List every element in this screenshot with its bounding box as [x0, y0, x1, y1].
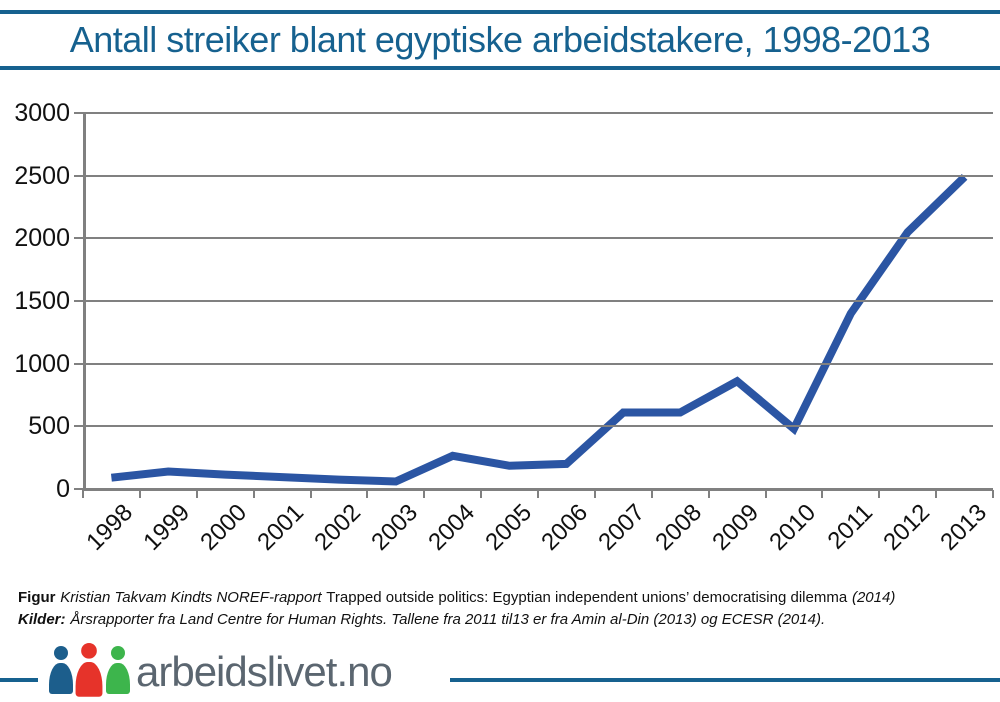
x-tick — [196, 490, 198, 498]
x-tick — [878, 490, 880, 498]
person-body — [75, 662, 103, 697]
gridline-500 — [83, 425, 993, 427]
person-body — [106, 663, 130, 694]
figur-report-title: Trapped outside politics: Egyptian indep… — [326, 589, 848, 606]
y-axis-label-2000: 2000 — [14, 224, 70, 252]
y-axis-label-500: 500 — [28, 412, 70, 440]
person-blue-icon — [48, 646, 74, 696]
x-tick — [310, 490, 312, 498]
y-axis-label-2500: 2500 — [14, 162, 70, 190]
person-body — [49, 663, 73, 694]
x-tick — [537, 490, 539, 498]
gridline-2000 — [83, 237, 993, 239]
kilder-label: Kilder: — [18, 611, 66, 628]
kilder-text: Årsrapporter fra Land Centre for Human R… — [70, 611, 826, 628]
y-tick — [74, 112, 83, 114]
y-tick — [74, 363, 83, 365]
x-tick — [821, 490, 823, 498]
x-tick — [765, 490, 767, 498]
figure-caption: Figur Kristian Takvam Kindts NOREF-rappor… — [18, 587, 988, 631]
gridline-2500 — [83, 175, 993, 177]
footer-logo-bar: arbeidslivet.no — [0, 640, 1000, 702]
caption-line-kilder: Kilder: Årsrapporter fra Land Centre for … — [18, 609, 988, 631]
y-tick — [74, 488, 83, 490]
x-tick — [423, 490, 425, 498]
site-name: arbeidslivet.no — [136, 648, 393, 695]
x-tick — [651, 490, 653, 498]
y-tick — [74, 425, 83, 427]
x-tick — [992, 490, 994, 498]
person-head — [54, 646, 68, 660]
y-axis-label-1500: 1500 — [14, 287, 70, 315]
y-axis-label-1000: 1000 — [14, 350, 70, 378]
x-tick — [366, 490, 368, 498]
person-green-icon — [105, 646, 131, 696]
footer-left-rule — [0, 678, 38, 682]
person-head — [81, 643, 97, 659]
y-tick — [74, 300, 83, 302]
gridline-3000 — [83, 112, 993, 114]
figur-label: Figur — [18, 589, 56, 606]
x-axis — [83, 488, 993, 491]
x-tick — [480, 490, 482, 498]
title-bottom-rule — [0, 66, 1000, 70]
gridline-1000 — [83, 363, 993, 365]
x-tick — [82, 490, 84, 498]
y-axis — [83, 113, 86, 491]
caption-line-figur: Figur Kristian Takvam Kindts NOREF-rappor… — [18, 587, 988, 609]
y-axis-label-3000: 3000 — [14, 99, 70, 127]
three-people-icon — [48, 643, 134, 699]
x-tick — [708, 490, 710, 498]
person-red-icon — [74, 643, 103, 699]
x-tick — [935, 490, 937, 498]
y-axis-label-0: 0 — [56, 475, 70, 503]
title-top-rule — [0, 10, 1000, 14]
x-tick — [139, 490, 141, 498]
line-series-layer — [110, 174, 968, 486]
x-tick — [253, 490, 255, 498]
strikes-series-line — [110, 174, 968, 486]
y-tick — [74, 175, 83, 177]
figur-source: Kristian Takvam Kindts NOREF-rapport — [60, 589, 322, 606]
gridline-1500 — [83, 300, 993, 302]
figur-year: (2014) — [851, 589, 896, 606]
strikes-line-chart: 0 500 1000 1500 2000 2500 3000 1998 1999 2000 2001… — [0, 90, 1000, 570]
footer-right-rule — [450, 678, 1000, 682]
page-title: Antall streiker blant egyptiske arbeidst… — [69, 19, 931, 60]
y-tick — [74, 237, 83, 239]
person-head — [111, 646, 125, 660]
x-tick — [594, 490, 596, 498]
